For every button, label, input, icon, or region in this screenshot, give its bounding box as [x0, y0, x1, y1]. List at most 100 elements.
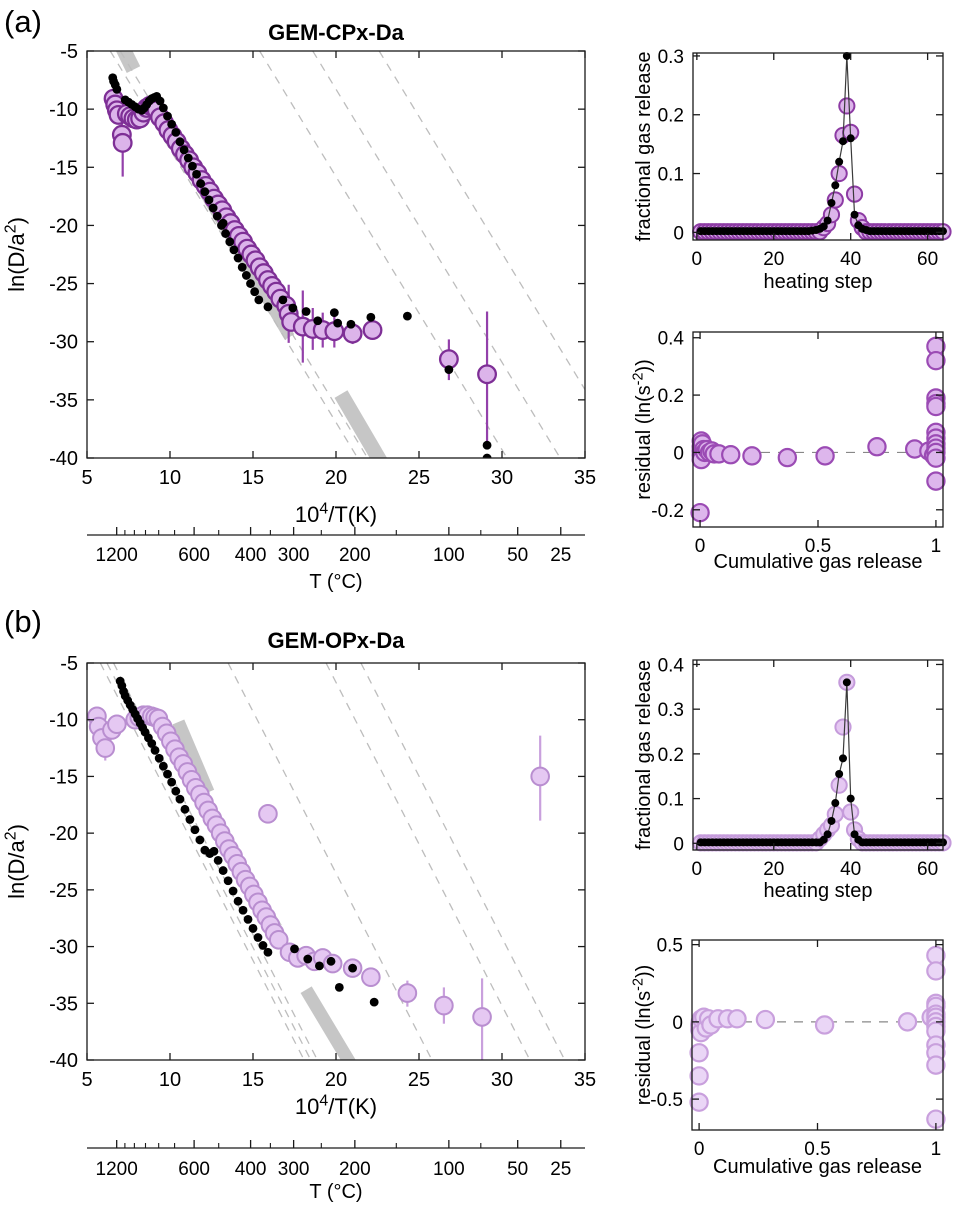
y-tick-label: 0.3	[658, 47, 684, 68]
y-tick-label: -35	[49, 390, 78, 412]
data-point	[926, 350, 946, 371]
plot-area	[103, 51, 585, 458]
data-point	[218, 218, 228, 228]
data-point	[190, 825, 200, 835]
data-point	[830, 776, 848, 794]
data-point	[333, 318, 343, 328]
x-axis-label: heating step	[764, 271, 873, 293]
dashed-reference-line	[227, 663, 433, 1060]
data-point	[209, 846, 219, 856]
series-sample-purple-circles	[692, 673, 952, 852]
data-point	[926, 961, 946, 981]
x-tick-label: 0.5	[804, 1139, 830, 1160]
axes-box	[691, 939, 944, 1131]
gas-release-plot-b: 0 20 40 60 0 0.1 0.2 0.3 0.4 heating step fraction…	[633, 655, 952, 902]
arrhenius-plot-a: 5 10 15 20 25 30 35 -40 -35 -30 -25 -20 -15 -10 -5 GEM-…	[3, 20, 596, 593]
data-point	[185, 815, 195, 824]
dashed-reference-line	[325, 663, 531, 1060]
data-point	[258, 804, 278, 824]
x-tick-label: 30	[491, 467, 513, 489]
series-sample-purple-circles	[692, 97, 952, 241]
x-tick-label: 60	[917, 249, 938, 270]
x-axis: 5 10 15 20 25 30 35	[81, 51, 596, 489]
data-point	[721, 445, 741, 465]
series-line	[700, 682, 943, 843]
y-tick-label: -15	[49, 157, 78, 179]
axes-box	[692, 331, 944, 528]
x-axis-label: 104/T(K)	[295, 501, 377, 527]
y-tick-label: 0.3	[658, 700, 684, 721]
data-point	[163, 111, 172, 121]
x-axis: 0 0.5 1	[695, 332, 941, 557]
y-tick-label: -20	[49, 215, 78, 237]
y-axis: 0 0.1 0.2 0.3 0.4	[658, 655, 943, 855]
temperature-tick-label: 1200	[96, 545, 138, 566]
y-axis-label: residual (ln(s-2))	[630, 359, 655, 500]
data-point	[926, 396, 946, 417]
series-layer	[689, 945, 946, 1129]
y-tick-label: -10	[49, 710, 78, 732]
gray-reference-band	[300, 986, 356, 1060]
series-layer	[692, 51, 952, 241]
data-point	[334, 983, 344, 992]
y-tick-label: -15	[49, 766, 78, 788]
x-axis: 5 10 15 20 25 30 35	[81, 663, 596, 1091]
data-point	[204, 195, 214, 205]
data-point	[362, 320, 383, 341]
data-point	[154, 753, 164, 763]
data-point	[830, 164, 848, 183]
data-point	[842, 678, 851, 687]
y-tick-label: -30	[49, 937, 78, 959]
x-axis-label: 104/T(K)	[295, 1093, 377, 1119]
data-point	[180, 804, 190, 814]
data-point	[95, 738, 116, 758]
x-tick-label: 40	[840, 249, 861, 270]
temperature-tick-label: 200	[339, 545, 371, 566]
data-point	[777, 447, 798, 468]
y-tick-label: -25	[49, 274, 78, 296]
data-point	[823, 216, 832, 225]
y-axis-label: residual (ln(s-2))	[630, 965, 655, 1106]
y-tick-label: 0.4	[658, 329, 685, 350]
data-point	[228, 886, 238, 896]
x-axis: 0 20 40 60	[692, 660, 938, 880]
dashed-reference-line	[360, 663, 566, 1060]
data-point	[263, 947, 273, 957]
data-point	[850, 210, 859, 219]
x-axis: 0 20 40 60	[692, 53, 938, 270]
x-tick-label: 20	[325, 1069, 347, 1091]
y-axis-label: ln(D/a2)	[3, 824, 29, 899]
data-point	[315, 961, 324, 971]
x-tick-label: 60	[917, 859, 938, 880]
data-point	[361, 967, 381, 987]
data-point	[229, 245, 239, 255]
data-point	[107, 714, 127, 735]
x-tick-label: 0	[692, 859, 703, 880]
y-tick-label: -40	[49, 448, 78, 470]
series-model-black-dots	[696, 51, 947, 236]
data-point	[845, 185, 864, 203]
data-point	[243, 914, 253, 924]
data-point	[846, 134, 855, 143]
series-measured-purple-circles	[87, 705, 550, 1060]
series-residual-purple-circles	[690, 336, 946, 523]
temperature-axis-label: T (°C)	[309, 1181, 362, 1203]
data-point	[253, 933, 263, 942]
temperature-tick-label: 25	[550, 1159, 571, 1180]
y-axis-label: fractional gas release	[633, 51, 655, 241]
temperature-tick-label: 50	[507, 1159, 528, 1180]
dashed-reference-line	[378, 51, 585, 391]
y-tick-label: -20	[49, 823, 78, 845]
data-point	[163, 769, 172, 779]
y-tick-label: 0	[673, 443, 684, 464]
y-tick-label: 0	[673, 223, 684, 244]
series-measured-purple-circles	[103, 88, 498, 443]
x-tick-label: 30	[491, 1069, 513, 1091]
data-point	[369, 997, 379, 1007]
data-point	[155, 96, 165, 106]
y-tick-label: 0.5	[657, 936, 683, 957]
data-point	[301, 307, 311, 316]
data-point	[268, 929, 289, 950]
